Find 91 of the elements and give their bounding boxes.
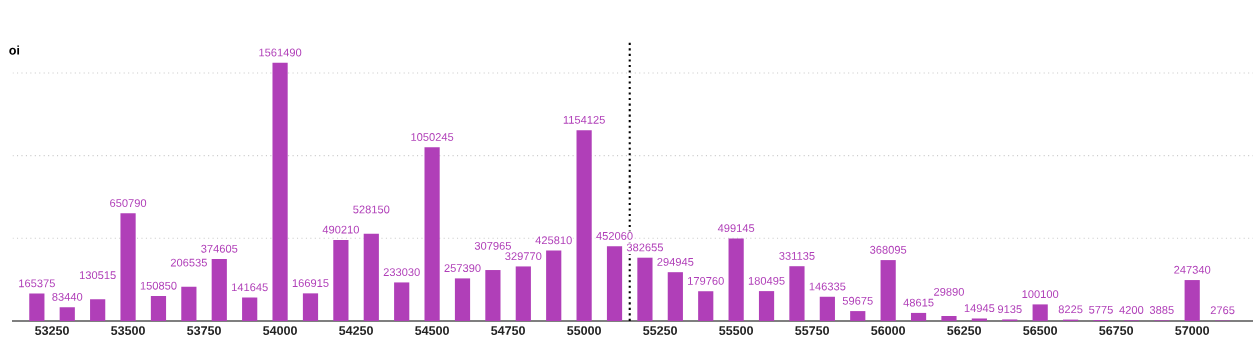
data-label: 9135 [997, 305, 1022, 314]
data-label: 257390 [444, 264, 481, 273]
x-tick-label: 55250 [643, 326, 677, 335]
data-label: 100100 [1022, 290, 1059, 299]
bar [454, 278, 471, 321]
bar [667, 272, 683, 321]
bar [90, 299, 106, 321]
bar [971, 318, 987, 321]
y-axis-title: oi [9, 45, 20, 55]
data-label: 650790 [110, 199, 147, 207]
data-label: 2765 [1210, 306, 1235, 315]
data-label: 528150 [353, 205, 390, 214]
data-label: 8225 [1058, 305, 1083, 314]
data-label: 180495 [748, 276, 785, 285]
x-tick-label: 55000 [567, 326, 601, 335]
bar [515, 266, 531, 321]
x-tick-label: 54750 [491, 326, 525, 335]
x-tick-label: 53250 [35, 326, 69, 336]
data-label: 59675 [842, 296, 873, 305]
bar [637, 257, 653, 321]
data-label: 29890 [934, 287, 964, 296]
bar [1184, 280, 1200, 321]
data-label: 1050245 [411, 133, 454, 141]
bar [211, 259, 227, 321]
data-label: 452060 [596, 231, 633, 240]
data-label: 141645 [231, 283, 268, 292]
bar [242, 297, 258, 321]
x-tick-label: 56250 [947, 326, 982, 335]
bar [150, 296, 167, 321]
bar [546, 250, 562, 321]
data-label: 14945 [964, 304, 995, 313]
data-label: 382655 [626, 243, 663, 252]
x-tick-label: 55500 [719, 326, 754, 335]
x-tick-label: 56500 [1023, 326, 1058, 335]
bar [576, 130, 592, 321]
bar [941, 316, 957, 321]
x-tick-label: 55750 [795, 326, 830, 335]
data-label: 179760 [688, 277, 724, 285]
data-label: 1154125 [563, 115, 605, 124]
data-label: 146335 [809, 282, 846, 291]
data-label: 374605 [201, 244, 238, 253]
data-label: 4200 [1119, 306, 1144, 314]
bar [29, 293, 45, 321]
x-tick-label: 54500 [415, 326, 449, 335]
bar [606, 246, 623, 321]
bar [302, 293, 319, 321]
bar [363, 233, 379, 321]
data-label: 294945 [657, 257, 694, 266]
data-label: 1561490 [259, 48, 302, 57]
data-label: 233030 [383, 268, 420, 277]
data-label: 83440 [52, 292, 83, 301]
bar [850, 311, 866, 321]
bar [698, 291, 714, 321]
data-label: 166915 [292, 279, 329, 287]
bar [333, 239, 349, 321]
bar [910, 312, 927, 321]
data-label: 48615 [903, 298, 934, 307]
x-tick-label: 53750 [187, 326, 221, 336]
bar [880, 260, 896, 321]
data-label: 368095 [870, 245, 907, 254]
bar [120, 213, 136, 321]
bar [485, 270, 501, 321]
bar [789, 266, 805, 321]
bar [424, 147, 440, 321]
data-label: 206535 [170, 258, 207, 267]
bar [819, 296, 835, 321]
x-tick-label: 54250 [339, 326, 373, 335]
data-label: 329770 [505, 252, 542, 261]
bar [1032, 304, 1048, 321]
bar [181, 286, 197, 321]
x-tick-label: 56750 [1099, 326, 1134, 335]
bar [728, 238, 744, 321]
data-label: 130515 [79, 271, 116, 280]
data-label: 247340 [1174, 265, 1211, 274]
data-label: 5775 [1089, 305, 1113, 314]
bar [394, 282, 410, 321]
data-label: 331135 [779, 251, 815, 260]
bar [758, 291, 775, 321]
data-label: 425810 [535, 236, 572, 245]
data-label: 150850 [140, 281, 177, 290]
x-tick-label: 56000 [871, 326, 906, 335]
x-tick-label: 53500 [111, 326, 145, 336]
bar [272, 62, 288, 321]
x-tick-label: 57000 [1175, 326, 1210, 335]
data-label: 165375 [19, 279, 55, 288]
data-label: 307965 [474, 241, 511, 250]
data-label: 490210 [322, 225, 359, 234]
bar [59, 307, 75, 321]
data-label: 499145 [717, 224, 755, 233]
x-tick-label: 54000 [263, 326, 297, 335]
data-label: 3885 [1149, 306, 1174, 314]
